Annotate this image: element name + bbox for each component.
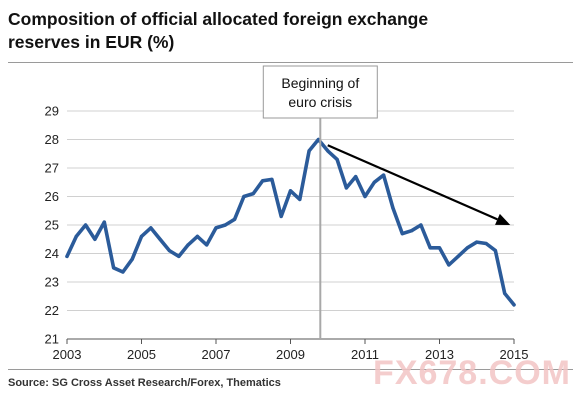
y-tick-label: 22 (45, 303, 59, 318)
data-point (400, 232, 404, 236)
data-point (475, 240, 479, 244)
y-tick-label: 23 (45, 275, 59, 290)
trend-arrow-shaft (327, 144, 498, 221)
data-point (391, 206, 395, 210)
data-point (447, 263, 451, 267)
chart-title-line-2: reserves in EUR (%) (8, 32, 175, 52)
data-point (233, 217, 237, 221)
gridlines (67, 110, 514, 311)
data-point (223, 223, 227, 227)
x-tick-label: 2003 (53, 347, 82, 362)
y-tick-label: 26 (45, 189, 59, 204)
annotation-text-line-1: Beginning of (281, 75, 359, 91)
x-tick-label: 2015 (500, 347, 529, 362)
axes: 21 22 23 24 25 26 27 28 29 2003 2005 2007 2009 2011 20… (45, 104, 529, 363)
data-point (326, 149, 330, 153)
data-point (428, 246, 432, 250)
data-point (382, 173, 386, 177)
data-point (493, 249, 497, 253)
data-point (214, 226, 218, 230)
data-point (298, 197, 302, 201)
data-point (335, 157, 339, 161)
chart-title-line-1: Composition of official allocated foreig… (8, 9, 429, 29)
data-point (195, 234, 199, 238)
data-point (419, 223, 423, 227)
data-point (186, 243, 190, 247)
annotation-text-line-2: euro crisis (288, 94, 352, 110)
data-point (363, 194, 367, 199)
data-point (205, 243, 209, 247)
data-point (410, 229, 414, 233)
data-point (279, 214, 283, 218)
data-point (167, 249, 171, 253)
data-point (112, 266, 116, 270)
y-tick-label: 27 (45, 161, 59, 176)
data-point (74, 234, 78, 238)
data-point (456, 254, 460, 258)
data-point (251, 192, 255, 196)
x-tick-label: 2009 (276, 347, 305, 362)
data-point (149, 226, 153, 230)
y-tick-label: 25 (45, 218, 59, 233)
data-point (503, 291, 507, 295)
y-tick-label: 24 (45, 246, 59, 261)
watermark-logo: FX678.COM (373, 354, 571, 392)
data-point (242, 194, 246, 199)
data-point (261, 179, 265, 183)
x-tick-label: 2005 (127, 347, 156, 362)
footer-divider (8, 369, 573, 370)
annotation-layer: Beginning of euro crisis (262, 65, 511, 339)
annotation-box (262, 65, 378, 119)
y-tick-label: 29 (45, 104, 59, 119)
data-point (93, 237, 97, 241)
y-tick-label: 21 (45, 332, 59, 347)
data-point (465, 246, 469, 250)
data-point (344, 186, 348, 190)
data-point (307, 149, 311, 153)
data-point (484, 241, 488, 246)
data-point (139, 234, 144, 238)
series-line (65, 137, 516, 307)
x-tick-label: 2011 (351, 347, 379, 362)
data-point (177, 254, 181, 258)
data-point (130, 257, 134, 261)
data-point (288, 189, 293, 193)
data-point (158, 237, 162, 241)
x-tick-label: 2007 (202, 347, 231, 362)
data-point (270, 177, 274, 181)
data-point (102, 220, 106, 224)
data-point (121, 270, 125, 274)
source-note: Source: SG Cross Asset Research/Forex, T… (8, 377, 281, 389)
data-point (512, 303, 516, 307)
chart-title: Composition of official allocated foreig… (8, 8, 568, 54)
data-point (84, 223, 88, 227)
trend-arrow-head (495, 213, 511, 225)
data-point (372, 180, 376, 184)
data-point (65, 254, 69, 258)
data-point (354, 175, 358, 179)
y-tick-label: 28 (45, 132, 59, 147)
x-tick-label: 2013 (425, 347, 454, 362)
data-point (437, 246, 442, 250)
series-layer (65, 137, 516, 307)
data-point (316, 137, 320, 142)
title-divider (8, 62, 573, 63)
